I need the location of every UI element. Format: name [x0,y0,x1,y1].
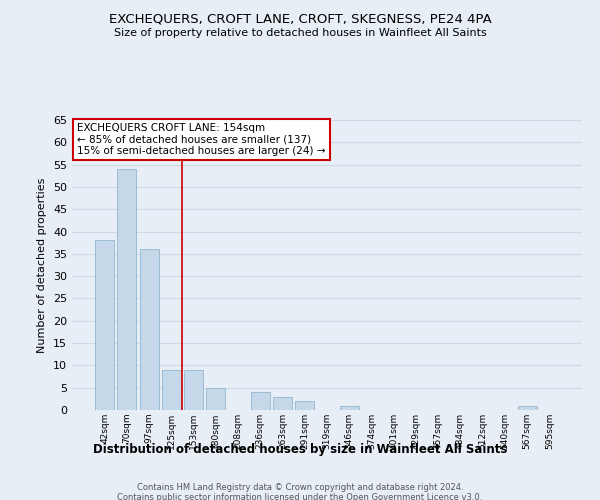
Bar [295,401,314,410]
Bar [184,370,203,410]
Bar [518,406,536,410]
Text: EXCHEQUERS CROFT LANE: 154sqm
← 85% of detached houses are smaller (137)
15% of : EXCHEQUERS CROFT LANE: 154sqm ← 85% of d… [77,123,326,156]
Bar [340,406,359,410]
Text: Size of property relative to detached houses in Wainfleet All Saints: Size of property relative to detached ho… [113,28,487,38]
Bar [273,396,292,410]
Bar [95,240,114,410]
Text: Contains HM Land Registry data © Crown copyright and database right 2024.: Contains HM Land Registry data © Crown c… [137,482,463,492]
Y-axis label: Number of detached properties: Number of detached properties [37,178,47,352]
Bar [140,250,158,410]
Bar [206,388,225,410]
Text: EXCHEQUERS, CROFT LANE, CROFT, SKEGNESS, PE24 4PA: EXCHEQUERS, CROFT LANE, CROFT, SKEGNESS,… [109,12,491,26]
Bar [251,392,270,410]
Bar [162,370,181,410]
Text: Distribution of detached houses by size in Wainfleet All Saints: Distribution of detached houses by size … [93,442,507,456]
Text: Contains public sector information licensed under the Open Government Licence v3: Contains public sector information licen… [118,492,482,500]
Bar [118,169,136,410]
